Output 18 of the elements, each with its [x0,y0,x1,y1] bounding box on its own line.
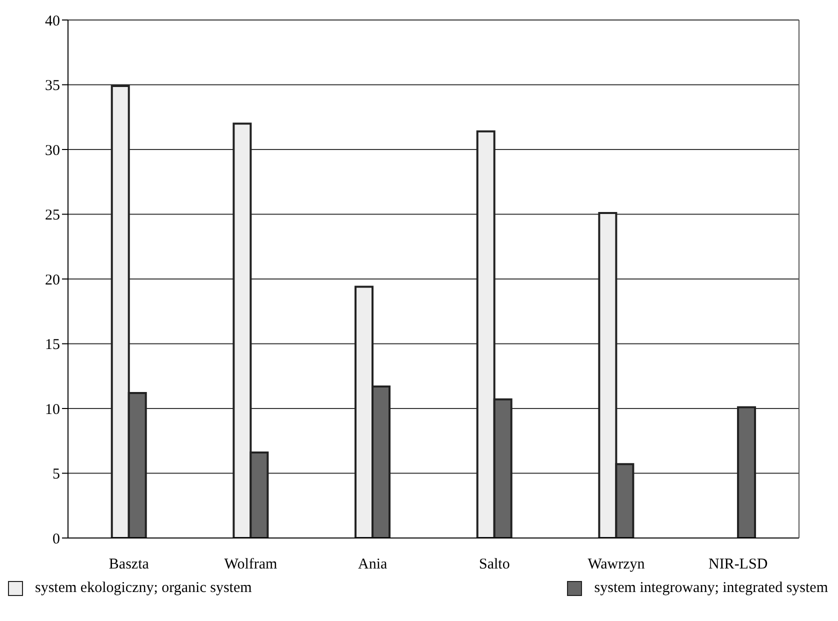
y-tick-label: 30 [45,142,60,159]
y-tick-label: 5 [52,466,60,483]
legend-label: system ekologiczny; organic system [35,580,252,597]
y-tick-label: 35 [45,78,60,94]
x-tick-label: Baszta [108,556,150,573]
bar [737,406,756,538]
y-tick-label: 20 [45,272,60,288]
x-tick-label: Salto [478,556,510,573]
y-tick-label: 40 [45,13,60,30]
y-tick-label: 15 [45,337,60,354]
y-tick-label: 0 [52,531,60,548]
legend-label: system integrowany; integrated system [594,580,828,597]
x-tick-label: Wawrzyn [588,556,646,573]
x-tick-label: Wolfram [224,556,278,573]
x-tick-label: NIR-LSD [708,556,768,573]
y-tick-label: 25 [45,208,60,224]
x-tick-label: Ania [358,556,388,573]
y-tick-label: 10 [45,402,60,418]
